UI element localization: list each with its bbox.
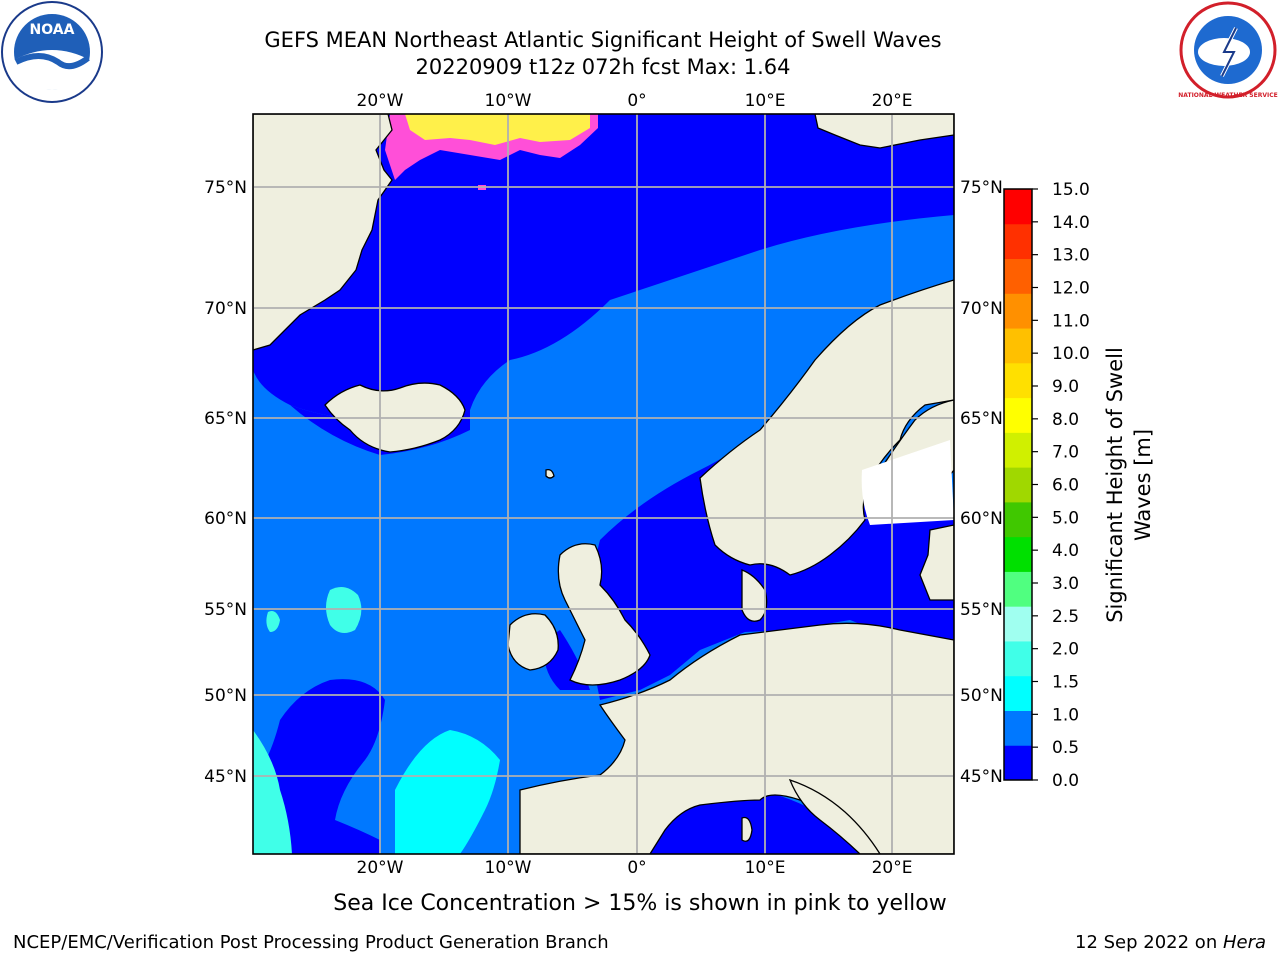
- colorbar-tick-label: 2.0: [1052, 640, 1079, 660]
- colorbar-swatch: [1004, 571, 1032, 607]
- lat-label-right-65n: 65°N: [960, 409, 1003, 429]
- land-ireland: [507, 613, 559, 671]
- colorbar-tick-label: 0.5: [1052, 738, 1079, 758]
- land-baltic-east: [919, 524, 954, 601]
- colorbar-swatch: [1004, 328, 1032, 364]
- colorbar-tick-label: 1.5: [1052, 673, 1079, 693]
- colorbar-swatch: [1004, 397, 1032, 433]
- land-italy: [788, 778, 881, 854]
- ocean-band-1.0-1.5: [395, 730, 500, 854]
- chart-title: GEFS MEAN Northeast Atlantic Significant…: [264, 28, 942, 52]
- colorbar-swatch: [1004, 467, 1032, 503]
- lat-label-left-45n: 45°N: [204, 767, 247, 787]
- lat-label-left-55n: 55°N: [204, 600, 247, 620]
- colorbar-swatch: [1004, 432, 1032, 468]
- land: [253, 114, 954, 854]
- nws-logo-text: NATIONAL WEATHER SERVICE: [1178, 92, 1277, 99]
- lat-label-right-75n: 75°N: [960, 178, 1003, 198]
- colorbar-swatch: [1004, 710, 1032, 746]
- colorbar-ticks: 0.0 0.5 1.0 1.5 2.0 2.5 3.0 4.0 5.0 6.0 7.0 8.0 9.0 1…: [1032, 180, 1090, 791]
- lon-label-top-10e: 10°E: [745, 91, 786, 111]
- nws-logo: NATIONAL WEATHER SERVICE: [1178, 1, 1278, 99]
- colorbar-tick-label: 15.0: [1052, 180, 1090, 200]
- colorbar-swatch: [1004, 362, 1032, 399]
- lat-label-right-70n: 70°N: [960, 299, 1003, 319]
- colorbar-swatch: [1004, 293, 1032, 329]
- lon-label-bottom-0: 0°: [627, 858, 646, 878]
- land-europe: [519, 622, 954, 854]
- colorbar-swatch: [1004, 640, 1032, 677]
- colorbar-swatch: [1004, 189, 1032, 225]
- lon-label-bottom-20w: 20°W: [357, 858, 404, 878]
- colorbar-tick-label: 8.0: [1052, 410, 1079, 430]
- colorbar-tick-label: 4.0: [1052, 541, 1079, 561]
- colorbar-swatch: [1004, 606, 1032, 642]
- graticule: [253, 114, 954, 854]
- colorbar-tick-label: 7.0: [1052, 443, 1079, 463]
- ocean-band-0-0.5-arctic: [253, 114, 954, 420]
- lat-label-left-60n: 60°N: [204, 509, 247, 529]
- ocean-band-0-0.5-southwest: [253, 679, 385, 854]
- colorbar: [1003, 188, 1033, 781]
- lon-labels-bottom: 20°W 10°W 0° 10°E 20°E: [357, 858, 913, 878]
- chart-subtitle: 20220909 t12z 072h fcst Max: 1.64: [415, 55, 791, 79]
- lat-label-left-75n: 75°N: [204, 178, 247, 198]
- lon-label-top-20e: 20°E: [872, 91, 913, 111]
- colorbar-tick-label: 3.0: [1052, 574, 1079, 594]
- colorbar-tick-label: 12.0: [1052, 279, 1090, 299]
- lon-label-top-20w: 20°W: [357, 91, 404, 111]
- footer-date-text: 12 Sep 2022 on: [1075, 932, 1223, 953]
- colorbar-tick-label: 14.0: [1052, 213, 1090, 233]
- colorbar-tick-label: 13.0: [1052, 246, 1090, 266]
- footer-machine: Hera: [1222, 932, 1266, 953]
- lat-label-right-45n: 45°N: [960, 767, 1003, 787]
- colorbar-swatch: [1004, 501, 1032, 538]
- lon-label-top-0: 0°: [627, 91, 646, 111]
- colorbar-swatch: [1004, 223, 1032, 260]
- lon-label-bottom-10w: 10°W: [485, 858, 532, 878]
- lon-label-bottom-20e: 20°E: [872, 858, 913, 878]
- lat-labels-left: 75°N 70°N 65°N 60°N 55°N 50°N 45°N: [204, 178, 247, 787]
- colorbar-swatch: [1004, 536, 1032, 572]
- sea-ice-band-yellow: [405, 114, 590, 145]
- map-frame: [252, 113, 955, 855]
- land-greenland: [253, 114, 393, 351]
- lat-labels-right: 75°N 70°N 65°N 60°N 55°N 50°N 45°N: [960, 178, 1003, 787]
- colorbar-swatch: [1004, 675, 1032, 711]
- colorbar-tick-label: 6.0: [1052, 476, 1079, 496]
- lat-label-left-65n: 65°N: [204, 409, 247, 429]
- colorbar-label-line2: Waves [m]: [1131, 429, 1155, 541]
- footer-date: 12 Sep 2022 on Hera: [1075, 932, 1266, 954]
- footer-organization: NCEP/EMC/Verification Post Processing Pr…: [13, 932, 609, 953]
- land-svalbard: [814, 114, 954, 149]
- sea-ice-note: Sea Ice Concentration > 15% is shown in …: [333, 891, 947, 916]
- lat-label-left-70n: 70°N: [204, 299, 247, 319]
- noaa-logo: NOAA: [1, 1, 103, 103]
- colorbar-tick-label: 5.0: [1052, 508, 1079, 528]
- colorbar-tick-label: 1.0: [1052, 705, 1079, 725]
- lon-label-bottom-10e: 10°E: [745, 858, 786, 878]
- lat-label-right-60n: 60°N: [960, 509, 1003, 529]
- colorbar-tick-label: 10.0: [1052, 344, 1090, 364]
- lat-label-right-50n: 50°N: [960, 686, 1003, 706]
- lon-labels-top: 20°W 10°W 0° 10°E 20°E: [357, 91, 913, 111]
- lon-label-top-10w: 10°W: [485, 91, 532, 111]
- colorbar-swatch: [1004, 745, 1032, 781]
- colorbar-tick-label: 9.0: [1052, 377, 1079, 397]
- land-great-britain: [557, 543, 651, 686]
- colorbar-tick-label: 11.0: [1052, 311, 1090, 331]
- colorbar-tick-label: 2.5: [1052, 607, 1079, 627]
- colorbar-swatch: [1004, 258, 1032, 294]
- colorbar-label-line1: Significant Height of Swell: [1103, 347, 1127, 623]
- noaa-logo-text: NOAA: [30, 22, 75, 38]
- map-field: [253, 114, 954, 854]
- lat-label-left-50n: 50°N: [204, 686, 247, 706]
- lat-label-right-55n: 55°N: [960, 600, 1003, 620]
- colorbar-tick-label: 0.0: [1052, 771, 1079, 791]
